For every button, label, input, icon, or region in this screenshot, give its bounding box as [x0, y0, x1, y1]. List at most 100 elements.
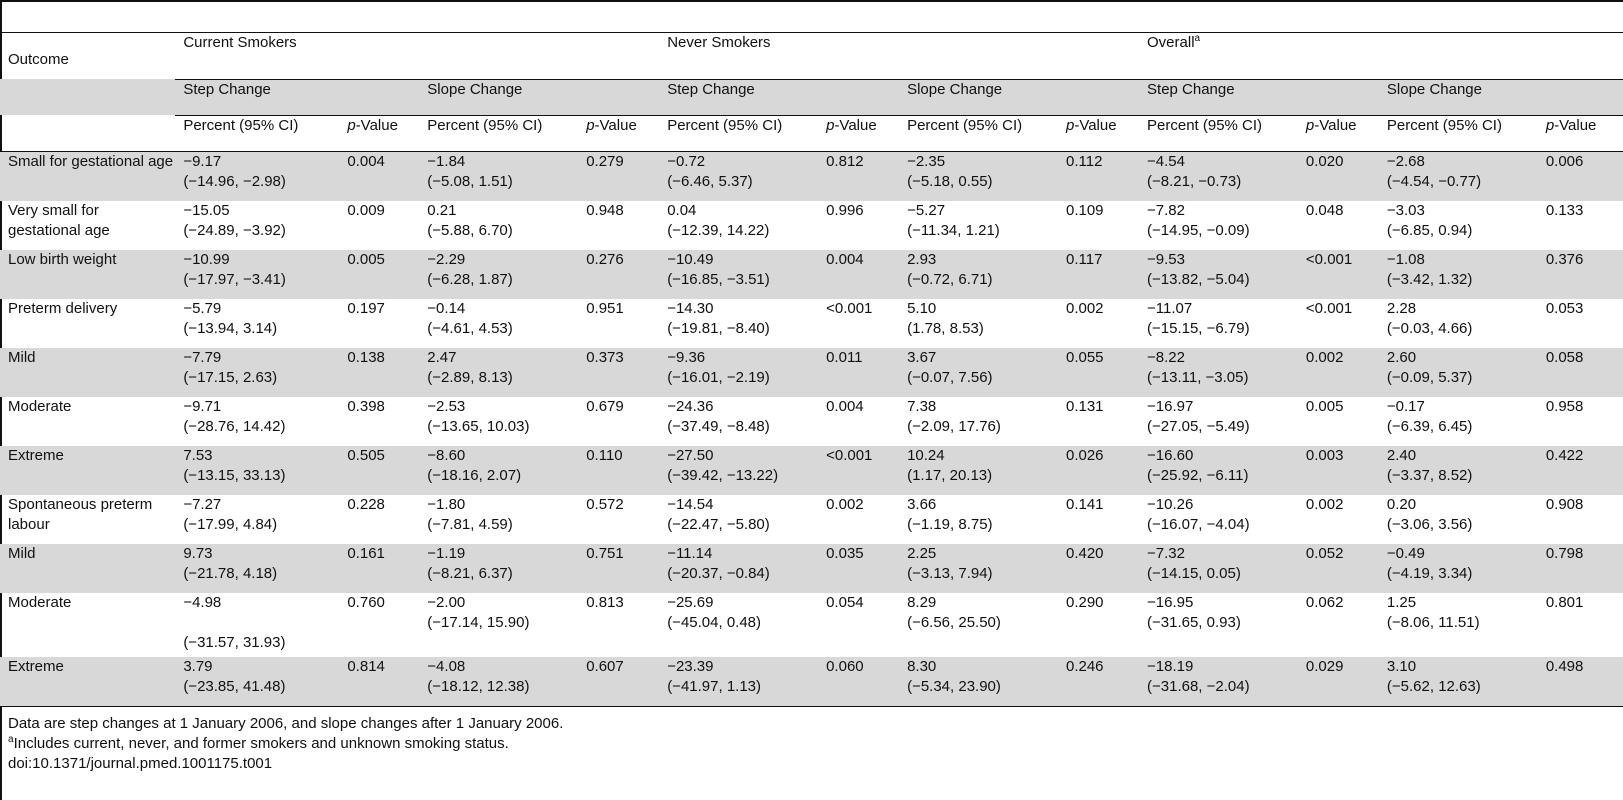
- p-value-header: p-Value: [1297, 115, 1379, 152]
- confidence-interval: (−16.07, −4.04): [1147, 515, 1250, 533]
- estimate-value: −1.19: [427, 544, 466, 562]
- percent-ci-cell: −9.36 (−16.01, −2.19): [659, 347, 819, 397]
- footnote-doi: doi:10.1371/journal.pmed.1001175.t001: [8, 755, 273, 772]
- confidence-interval: (−4.19, 3.34): [1386, 564, 1473, 582]
- confidence-interval: (−5.62, 12.63): [1386, 677, 1481, 695]
- confidence-interval: (−8.21, −0.73): [1147, 172, 1242, 190]
- estimate-value: −9.71: [183, 397, 222, 415]
- p-value-cell: 0.112: [1057, 151, 1140, 201]
- confidence-interval: (−31.68, −2.04): [1147, 677, 1250, 695]
- estimate-value: −7.82: [1147, 201, 1185, 219]
- p-value-cell: 0.035: [818, 543, 900, 593]
- p-value-cell: 0.814: [339, 656, 420, 707]
- confidence-interval: (−4.61, 4.53): [427, 319, 513, 337]
- p-value-cell: 0.228: [347, 495, 385, 513]
- estimate-value: 8.30: [907, 657, 937, 675]
- estimate-value: −5.79: [183, 299, 222, 317]
- estimate-value: −7.32: [1147, 544, 1185, 562]
- percent-ci-cell: −2.53 (−13.65, 10.03): [419, 397, 578, 446]
- p-value-cell: <0.001: [1305, 299, 1353, 317]
- confidence-interval: (−41.97, 1.13): [667, 677, 762, 695]
- p-value-cell: 0.011: [818, 347, 900, 397]
- p-value-cell: 0.020: [1297, 151, 1379, 201]
- percent-ci-cell: 10.24 (1.17, 20.13): [899, 445, 1058, 495]
- table-footnotes: Data are step changes at 1 January 2006,…: [8, 714, 563, 774]
- confidence-interval: (−11.34, 1.21): [907, 221, 1000, 239]
- confidence-interval: (−13.15, 33.13): [183, 466, 286, 484]
- outcome-label: Very small for gestational age: [8, 201, 110, 239]
- percent-ci-cell: 2.40 (−3.37, 8.52): [1378, 445, 1538, 495]
- percent-ci-cell: 7.53 (−13.15, 33.13): [175, 445, 340, 495]
- confidence-interval: (−0.72, 6.71): [907, 270, 993, 288]
- outcome-label: Mild: [0, 543, 176, 593]
- p-value-cell: 0.002: [1065, 299, 1104, 317]
- estimate-value: −11.14: [667, 544, 713, 562]
- percent-ci-cell: −1.84 (−5.08, 1.51): [419, 151, 579, 201]
- percent-ci-header: Percent (95% CI): [659, 115, 819, 152]
- percent-ci-cell: −7.79 (−17.15, 2.63): [175, 347, 340, 397]
- p-value-cell: 0.161: [339, 543, 420, 593]
- p-value-cell: 0.110: [578, 445, 660, 495]
- confidence-interval: (−14.15, 0.05): [1147, 564, 1241, 582]
- table-row: Preterm delivery −5.79 (−13.94, 3.14) 0.197…: [0, 299, 1623, 348]
- estimate-value: −11.07: [1147, 299, 1193, 317]
- estimate-value: −4.98: [183, 593, 222, 611]
- confidence-interval: (−21.78, 4.18): [183, 564, 278, 582]
- p-value-cell: 0.246: [1057, 656, 1140, 707]
- estimate-value: −4.08: [427, 657, 466, 675]
- estimate-value: 3.10: [1386, 657, 1417, 675]
- percent-ci-cell: 5.10 (1.78, 8.53): [899, 299, 1058, 348]
- subgroup-header: Step Change: [175, 79, 420, 116]
- p-value-cell: 0.026: [1057, 445, 1140, 495]
- p-value-cell: 0.801: [1545, 593, 1584, 611]
- estimate-value: −8.22: [1147, 348, 1185, 366]
- estimate-value: 2.40: [1386, 446, 1417, 464]
- confidence-interval: (−31.57, 31.93): [183, 633, 286, 651]
- outcome-label: Extreme: [0, 656, 176, 707]
- p-value-cell: 0.813: [586, 593, 624, 611]
- p-value-cell: 0.279: [578, 151, 660, 201]
- percent-ci-cell: 0.04 (−12.39, 14.22): [659, 201, 818, 250]
- confidence-interval: (−22.47, −5.80): [667, 515, 770, 533]
- estimate-value: −7.27: [183, 495, 222, 513]
- estimate-value: 5.10: [907, 299, 937, 317]
- table-row: Low birth weight −10.99 (−17.97, −3.41) 0.0…: [0, 249, 1623, 299]
- p-value-cell: <0.001: [1297, 249, 1379, 299]
- footnote-overall: aIncludes current, never, and former smo…: [8, 734, 509, 753]
- p-value-cell: 0.751: [578, 543, 660, 593]
- p-value-cell: 0.290: [1065, 593, 1104, 611]
- confidence-interval: (−25.92, −6.11): [1147, 466, 1249, 484]
- p-value-header: p-Value: [578, 115, 660, 152]
- estimate-value: 2.25: [907, 544, 937, 562]
- percent-ci-cell: 2.60 (−0.09, 5.37): [1378, 347, 1538, 397]
- percent-ci-cell: −4.98 (−31.57, 31.93): [175, 593, 339, 657]
- percent-ci-cell: 3.10 (−5.62, 12.63): [1378, 656, 1538, 707]
- confidence-interval: (−13.94, 3.14): [183, 319, 278, 337]
- confidence-interval: (−2.89, 8.13): [427, 368, 513, 386]
- percent-ci-cell: −1.08 (−3.42, 1.32): [1378, 249, 1538, 299]
- estimate-value: 0.20: [1386, 495, 1417, 513]
- percent-ci-cell: −2.68 (−4.54, −0.77): [1378, 151, 1538, 201]
- table-title-rule: [0, 32, 1623, 33]
- p-value-cell: 0.376: [1537, 249, 1623, 299]
- percent-ci-cell: −5.79 (−13.94, 3.14): [175, 299, 339, 348]
- percent-ci-cell: 3.67 (−0.07, 7.56): [899, 347, 1058, 397]
- percent-ci-cell: −1.19 (−8.21, 6.37): [419, 543, 579, 593]
- table-row: Extreme 3.79 (−23.85, 41.48) 0.814 −4.08 (−18…: [0, 656, 1623, 707]
- estimate-value: −14.54: [667, 495, 714, 513]
- confidence-interval: (−6.56, 25.50): [907, 613, 1001, 631]
- estimate-value: 0.04: [667, 201, 697, 219]
- estimate-value: −9.53: [1147, 250, 1185, 268]
- percent-ci-cell: 2.93 (−0.72, 6.71): [899, 249, 1058, 299]
- percent-ci-cell: −2.35 (−5.18, 0.55): [899, 151, 1058, 201]
- percent-ci-cell: −7.27 (−17.99, 4.84): [175, 495, 339, 544]
- results-table: Outcome Current Smokers Never Smokers Ov…: [0, 33, 1623, 707]
- estimate-value: −10.26: [1147, 495, 1194, 513]
- estimate-value: −9.17: [183, 152, 222, 170]
- table-body: Small for gestational age −9.17 (−14.96, −…: [0, 151, 1623, 707]
- p-value-cell: 0.004: [339, 151, 420, 201]
- confidence-interval: (−28.76, 14.42): [183, 417, 286, 435]
- percent-ci-cell: −2.29 (−6.28, 1.87): [419, 249, 579, 299]
- p-value-cell: 0.003: [1297, 445, 1379, 495]
- percent-ci-cell: −10.99 (−17.97, −3.41): [175, 249, 340, 299]
